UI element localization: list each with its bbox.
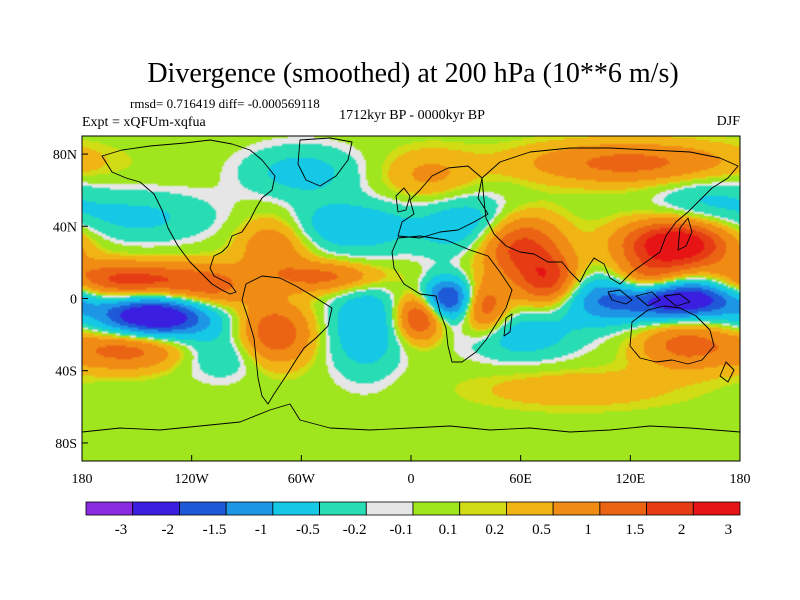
colorbar-swatch: [132, 501, 180, 516]
colorbar-label: -1.5: [203, 522, 227, 538]
colorbar: -3 -2 -1.5 -1 -0.5 -0.2 -0.1 0.1 0.2 0.5 1 1.5 2 3: [85, 501, 741, 538]
colorbar-swatch: [319, 501, 367, 516]
x-tick-label: 180: [72, 472, 93, 487]
coastline-asia: [481, 147, 739, 285]
coastline-africa: [391, 235, 513, 363]
colorbar-label: 2: [678, 522, 686, 538]
colorbar-label: 0.2: [485, 522, 504, 538]
x-tick-label: 60W: [288, 472, 316, 487]
colorbar-swatch: [85, 501, 134, 516]
y-tick-label: 80N: [53, 148, 77, 163]
coastline-new-zealand: [719, 361, 735, 383]
x-axis: 180 120W 60W 0 60E 120E 180: [72, 455, 751, 487]
coastline-europe: [397, 165, 489, 239]
x-tick-label: 60E: [509, 472, 532, 487]
colorbar-swatch: [225, 501, 274, 516]
colorbar-swatch: [599, 501, 647, 516]
colorbar-label: 3: [725, 522, 733, 538]
colorbar-swatch: [506, 501, 554, 516]
coastline-british-isles: [395, 187, 411, 213]
y-tick-label: 40S: [55, 365, 77, 380]
chart-title: Divergence (smoothed) at 200 hPa (10**6 …: [147, 58, 678, 89]
colorbar-label: -2: [162, 522, 175, 538]
colorbar-label: 1.5: [626, 522, 645, 538]
coastline-north-america: [101, 139, 276, 295]
x-tick-label: 120E: [616, 472, 646, 487]
coastline-antarctica: [82, 403, 740, 433]
stats-label: rmsd= 0.716419 diff= -0.000569118: [130, 96, 320, 111]
coastline-greenland: [297, 137, 353, 187]
coastline-australia: [629, 305, 715, 365]
period-label: 1712kyr BP - 0000kyr BP: [339, 108, 485, 123]
colorbar-label: -1: [255, 522, 268, 538]
colorbar-label: 1: [584, 522, 592, 538]
x-tick-label: 120W: [175, 472, 210, 487]
divergence-field: [82, 136, 740, 461]
coastline-japan: [677, 217, 693, 251]
colorbar-swatch: [646, 501, 694, 516]
coastline-madagascar: [503, 313, 513, 337]
y-tick-label: 0: [70, 293, 77, 308]
experiment-label: Expt = xQFUm-xqfua: [82, 115, 207, 130]
colorbar-swatch: [692, 501, 741, 516]
colorbar-swatch: [412, 501, 461, 516]
colorbar-label: -3: [115, 522, 128, 538]
colorbar-swatch: [179, 501, 227, 516]
x-tick-label: 0: [408, 472, 415, 487]
map-area: [82, 136, 740, 461]
y-axis: 80N 40N 0 40S 80S: [53, 148, 88, 452]
coastlines: [82, 137, 740, 433]
colorbar-label: 0.1: [439, 522, 458, 538]
colorbar-label: -0.2: [343, 522, 367, 538]
x-tick-label: 180: [730, 472, 751, 487]
y-tick-label: 40N: [53, 220, 77, 235]
colorbar-swatch: [365, 501, 414, 516]
colorbar-swatch: [459, 501, 507, 516]
colorbar-swatch: [552, 501, 601, 516]
coastline-indonesia: [607, 289, 691, 307]
colorbar-swatch: [272, 501, 320, 516]
colorbar-label: 0.5: [532, 522, 551, 538]
y-tick-label: 80S: [55, 437, 77, 452]
colorbar-label: -0.5: [296, 522, 320, 538]
colorbar-label: -0.1: [389, 522, 413, 538]
coastline-south-america: [241, 275, 333, 405]
season-label: DJF: [717, 114, 741, 129]
